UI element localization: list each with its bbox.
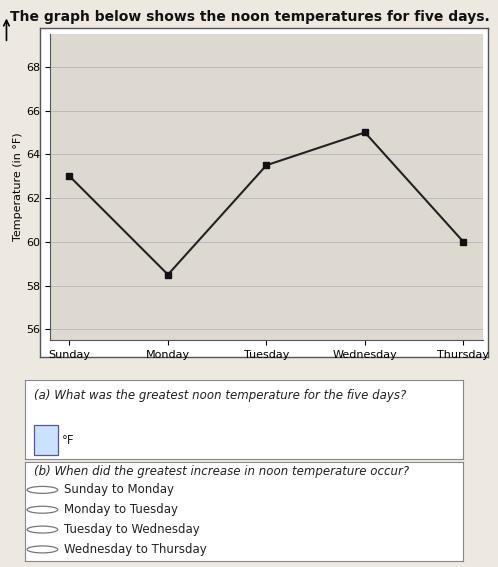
- Text: Day: Day: [255, 410, 277, 420]
- FancyBboxPatch shape: [34, 425, 58, 455]
- Text: Sunday to Monday: Sunday to Monday: [64, 484, 174, 496]
- Text: (b) When did the greatest increase in noon temperature occur?: (b) When did the greatest increase in no…: [34, 465, 409, 478]
- Text: Tuesday to Wednesday: Tuesday to Wednesday: [64, 523, 200, 536]
- Text: (a) What was the greatest noon temperature for the five days?: (a) What was the greatest noon temperatu…: [34, 390, 406, 403]
- Text: Monday to Tuesday: Monday to Tuesday: [64, 503, 178, 516]
- Text: The graph below shows the noon temperatures for five days.: The graph below shows the noon temperatu…: [10, 10, 490, 24]
- Text: °F: °F: [62, 434, 75, 447]
- Text: Wednesday to Thursday: Wednesday to Thursday: [64, 543, 207, 556]
- Y-axis label: Temperature (in °F): Temperature (in °F): [13, 133, 23, 242]
